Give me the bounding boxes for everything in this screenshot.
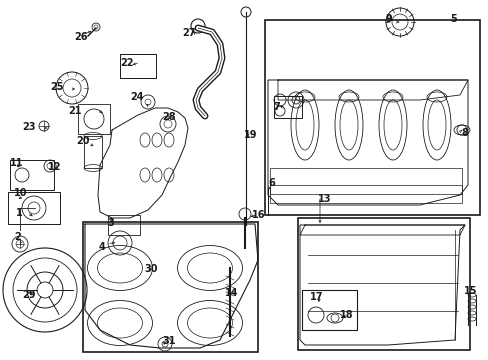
Bar — [10, 160, 54, 190]
Text: 8: 8 — [460, 128, 467, 138]
Text: 3: 3 — [107, 218, 114, 228]
Text: 31: 31 — [162, 336, 175, 346]
Text: 17: 17 — [309, 292, 323, 302]
Bar — [120, 54, 156, 78]
Text: 23: 23 — [22, 122, 36, 132]
Text: 14: 14 — [224, 288, 238, 298]
Text: 29: 29 — [22, 290, 36, 300]
Text: 24: 24 — [130, 92, 143, 102]
Bar — [302, 290, 356, 330]
Bar — [269, 168, 461, 194]
Text: 27: 27 — [182, 28, 195, 38]
Bar — [273, 96, 302, 118]
Bar — [269, 185, 461, 203]
Text: 9: 9 — [385, 14, 392, 24]
Text: 16: 16 — [251, 210, 265, 220]
Bar — [84, 136, 102, 168]
Bar — [83, 222, 258, 352]
Text: 15: 15 — [463, 286, 476, 296]
Text: 26: 26 — [74, 32, 87, 42]
Text: 22: 22 — [120, 58, 133, 68]
Text: 21: 21 — [68, 106, 81, 116]
Bar — [264, 20, 479, 215]
Bar — [8, 192, 60, 224]
Bar — [297, 218, 469, 350]
Text: 2: 2 — [14, 232, 20, 242]
Text: 4: 4 — [99, 242, 105, 252]
Text: 18: 18 — [339, 310, 353, 320]
Text: 11: 11 — [10, 158, 23, 168]
Text: 1: 1 — [16, 208, 23, 218]
Bar — [108, 215, 140, 235]
Text: 7: 7 — [272, 102, 279, 112]
Bar — [78, 104, 110, 134]
Text: 5: 5 — [449, 14, 456, 24]
Text: 12: 12 — [48, 162, 61, 172]
Text: 28: 28 — [162, 112, 175, 122]
Text: 10: 10 — [14, 188, 27, 198]
Text: 6: 6 — [267, 178, 274, 188]
Text: 20: 20 — [76, 136, 89, 146]
Text: 25: 25 — [50, 82, 63, 92]
Text: 30: 30 — [143, 264, 157, 274]
Text: 13: 13 — [317, 194, 331, 204]
Text: 19: 19 — [244, 130, 257, 140]
